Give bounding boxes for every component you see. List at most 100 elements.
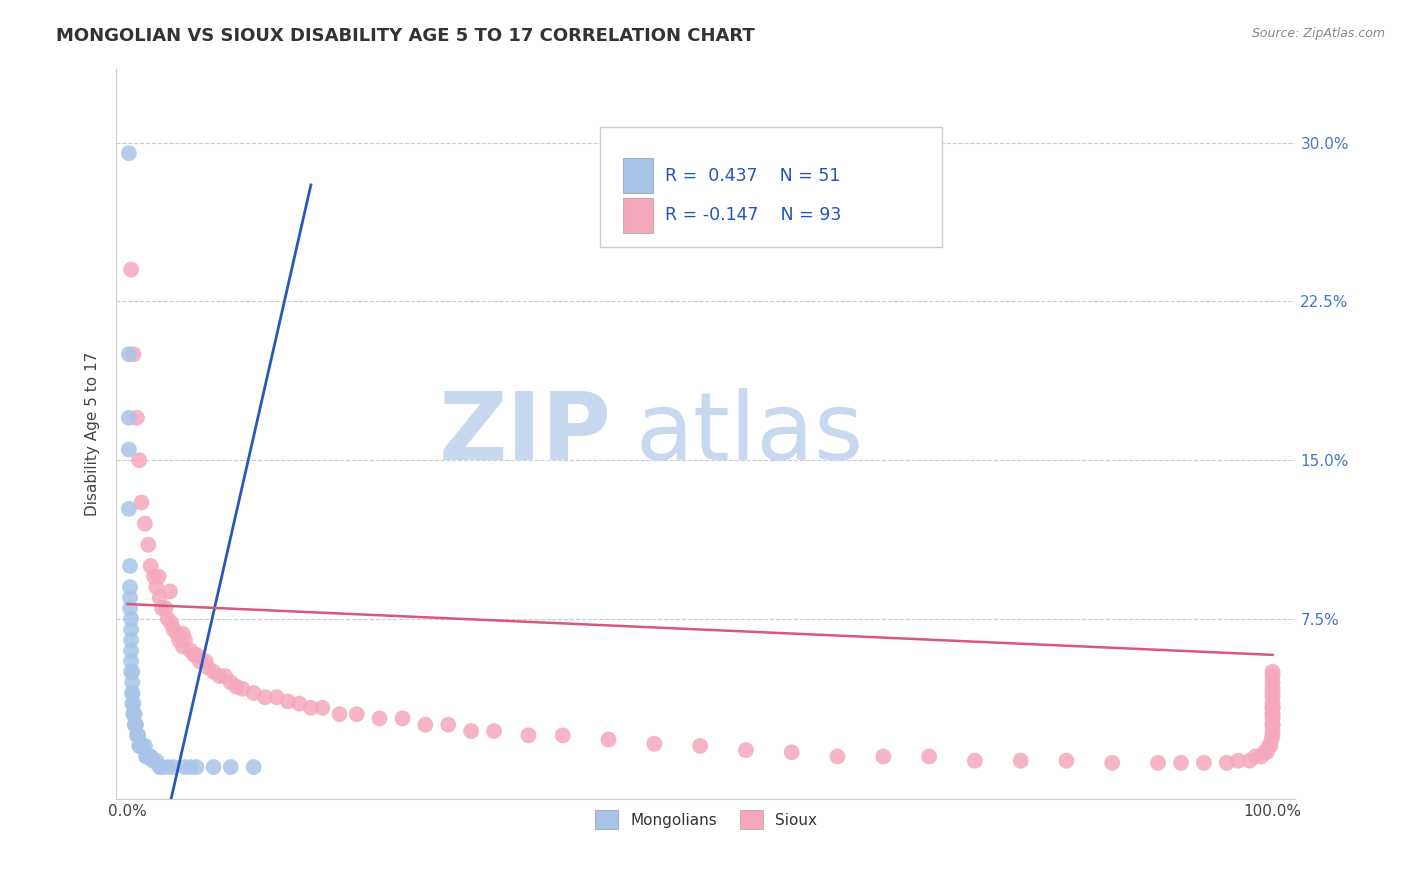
Point (139, 749, 162, 764)
Point (142, 754, 165, 768)
Point (118, 559, 141, 574)
Point (214, 669, 236, 683)
Point (120, 665, 142, 679)
Point (254, 690, 277, 705)
Point (208, 669, 231, 683)
Point (149, 760, 172, 774)
Point (1261, 665, 1284, 679)
Text: atlas: atlas (636, 388, 863, 480)
Point (1261, 686, 1284, 700)
Point (288, 697, 311, 711)
Point (827, 749, 849, 764)
Point (1216, 756, 1239, 770)
Point (122, 697, 145, 711)
Point (125, 717, 148, 731)
Point (1261, 707, 1284, 722)
Point (328, 707, 350, 722)
Point (1261, 681, 1284, 696)
Point (346, 707, 368, 722)
Point (242, 760, 264, 774)
Point (125, 717, 148, 731)
Point (180, 760, 202, 774)
Point (162, 760, 184, 774)
Point (183, 648, 205, 662)
Point (118, 410, 141, 425)
Point (1261, 707, 1284, 722)
Point (1261, 724, 1284, 739)
FancyBboxPatch shape (623, 198, 652, 233)
Point (122, 707, 145, 722)
Point (118, 347, 141, 361)
Point (188, 654, 211, 668)
Point (127, 728, 149, 742)
Point (128, 453, 150, 467)
Point (155, 601, 177, 615)
Point (120, 654, 142, 668)
Point (219, 760, 242, 774)
Point (124, 707, 146, 722)
Point (134, 516, 156, 531)
Point (150, 601, 173, 615)
Point (1227, 754, 1250, 768)
Point (120, 643, 142, 657)
Point (145, 754, 167, 768)
Point (918, 749, 941, 764)
Point (1261, 669, 1284, 683)
Point (225, 680, 247, 694)
Point (1260, 732, 1282, 747)
Point (1261, 711, 1284, 725)
Point (186, 648, 208, 662)
Point (780, 745, 803, 759)
Point (122, 347, 145, 361)
Text: MONGOLIAN VS SIOUX DISABILITY AGE 5 TO 17 CORRELATION CHART: MONGOLIAN VS SIOUX DISABILITY AGE 5 TO 1… (56, 27, 755, 45)
Point (139, 559, 162, 574)
Point (1253, 745, 1275, 759)
Point (122, 707, 145, 722)
Point (135, 749, 157, 764)
Point (150, 760, 173, 774)
Point (174, 760, 197, 774)
Point (1261, 728, 1284, 742)
Point (118, 146, 141, 161)
Text: Source: ZipAtlas.com: Source: ZipAtlas.com (1251, 27, 1385, 40)
Point (120, 612, 142, 626)
Point (202, 760, 225, 774)
Point (136, 749, 159, 764)
Point (120, 262, 142, 277)
Text: R =  0.437    N = 51: R = 0.437 N = 51 (665, 167, 839, 185)
Point (1170, 756, 1192, 770)
Point (551, 728, 574, 742)
Point (963, 754, 986, 768)
Point (134, 739, 156, 753)
Point (127, 728, 149, 742)
FancyBboxPatch shape (623, 159, 652, 194)
Point (121, 686, 143, 700)
Point (242, 686, 264, 700)
Point (1261, 717, 1284, 731)
Point (311, 701, 333, 715)
Point (598, 732, 620, 747)
Point (1261, 717, 1284, 731)
Point (872, 749, 894, 764)
Point (118, 591, 141, 605)
Point (1250, 749, 1272, 764)
Point (121, 697, 143, 711)
Point (437, 717, 460, 731)
Point (202, 665, 225, 679)
Point (128, 739, 150, 753)
Legend: Mongolians, Sioux: Mongolians, Sioux (589, 805, 823, 835)
Point (1261, 675, 1284, 690)
Point (145, 580, 167, 594)
Point (186, 760, 208, 774)
Point (125, 410, 148, 425)
Point (1244, 749, 1267, 764)
Point (1239, 754, 1261, 768)
Point (219, 675, 242, 690)
Point (266, 690, 288, 705)
Point (1147, 756, 1170, 770)
Point (1261, 690, 1284, 705)
Point (136, 538, 159, 552)
Point (391, 711, 413, 725)
Point (149, 591, 172, 605)
Point (159, 584, 181, 599)
